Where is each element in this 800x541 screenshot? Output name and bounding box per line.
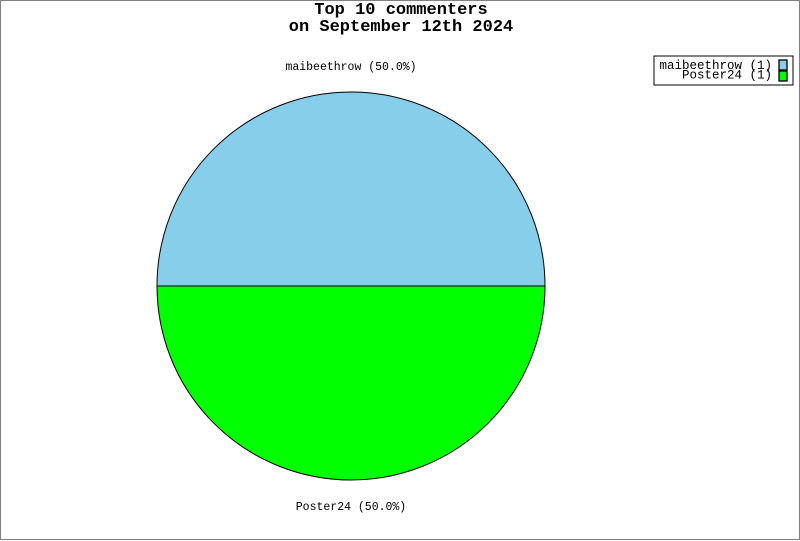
svg-text:maibeethrow (50.0%): maibeethrow (50.0%)	[285, 61, 416, 74]
svg-text:on September 12th 2024: on September 12th 2024	[289, 18, 513, 37]
svg-text:Poster24 (50.0%): Poster24 (50.0%)	[296, 501, 406, 514]
svg-text:Poster24 (1): Poster24 (1)	[682, 69, 772, 83]
